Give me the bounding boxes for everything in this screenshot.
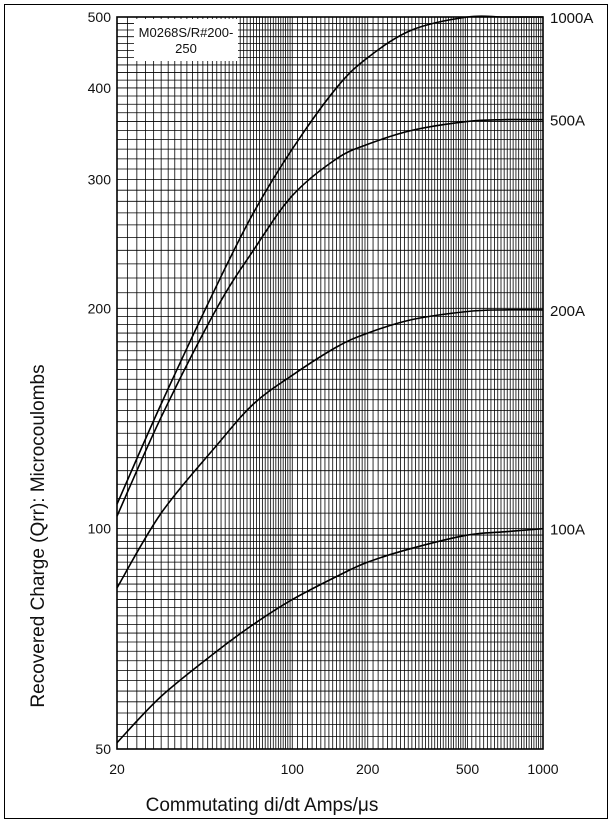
curve-500a [116, 118, 544, 517]
series-label-100a: 100A [550, 522, 585, 539]
curve-200a [116, 308, 544, 589]
y-axis-title: Recovered Charge (Qrr): Microcoulombs [28, 364, 49, 707]
series-labels: 1000A 500A 200A 100A [550, 10, 593, 539]
y-tick-label: 100 [88, 521, 112, 537]
x-tick-label: 500 [456, 761, 480, 777]
curve-1000a [116, 15, 543, 505]
part-number-line-2: 250 [175, 41, 197, 56]
x-tick-labels: 20 100 200 500 1000 [109, 761, 559, 777]
series-label-200a: 200A [550, 303, 585, 320]
y-tick-label: 500 [88, 9, 112, 25]
plot-border [116, 16, 544, 750]
part-number-box: M0268S/R#200- 250 [134, 19, 238, 61]
series-label-500a: 500A [550, 113, 585, 130]
part-number-line-1: M0268S/R#200- [139, 25, 234, 40]
grid [116, 16, 544, 750]
series-label-1000a: 1000A [550, 10, 593, 27]
y-tick-label: 200 [88, 300, 112, 316]
x-tick-label: 1000 [527, 761, 558, 777]
x-tick-label: 20 [109, 761, 125, 777]
y-tick-label: 400 [88, 80, 112, 96]
curve-100a [116, 527, 544, 744]
x-tick-label: 100 [281, 761, 305, 777]
y-tick-label: 50 [95, 741, 111, 757]
x-tick-label: 200 [356, 761, 380, 777]
y-tick-label: 300 [88, 171, 112, 187]
curves [116, 15, 544, 744]
x-axis-title: Commutating di/dt Amps/μs [146, 795, 379, 816]
y-tick-labels: 500 400 300 200 100 50 [88, 9, 112, 757]
